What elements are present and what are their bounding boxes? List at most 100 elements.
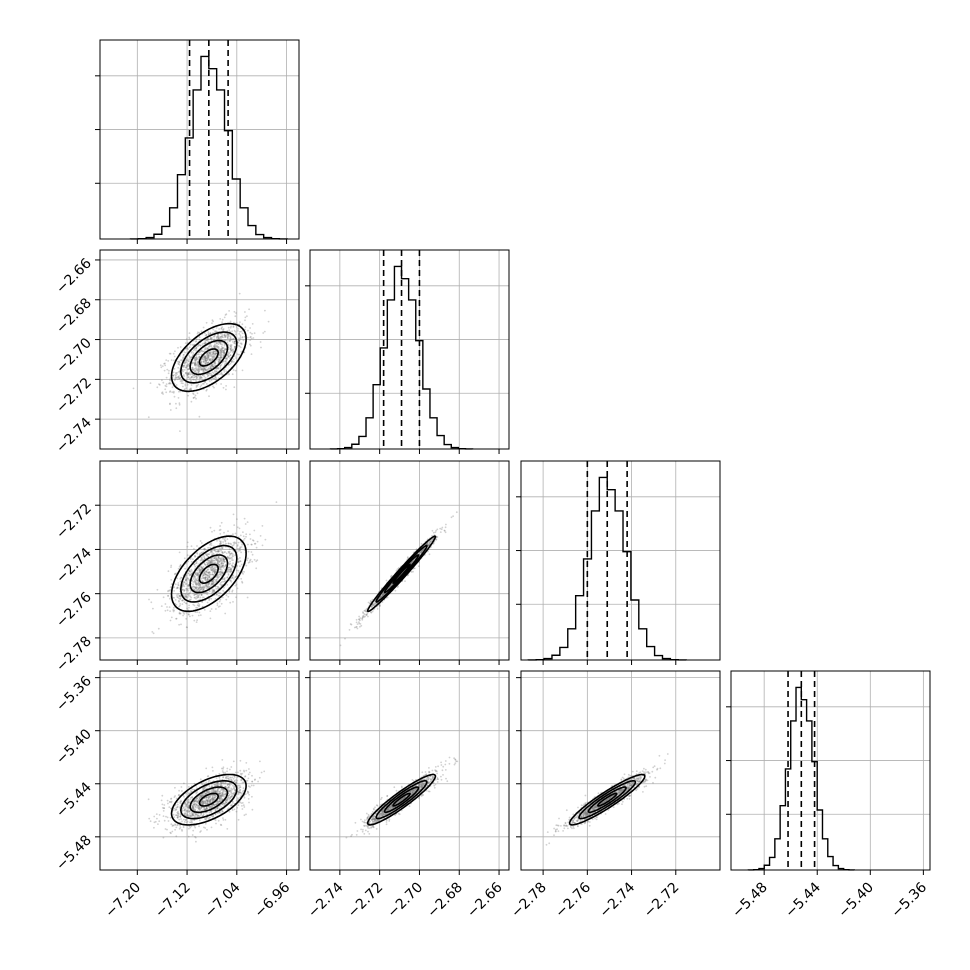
scatter-point: [361, 618, 364, 621]
scatter-point: [214, 354, 217, 356]
scatter-point: [192, 580, 195, 583]
scatter-point: [220, 335, 223, 337]
scatter-point: [187, 376, 190, 379]
scatter-point: [381, 594, 384, 597]
scatter-point: [196, 353, 199, 356]
scatter-point: [202, 788, 205, 791]
scatter-point: [249, 538, 252, 540]
scatter-point: [221, 565, 224, 568]
scatter-point: [219, 568, 222, 570]
scatter-point: [192, 396, 195, 399]
scatter-point: [223, 334, 226, 337]
scatter-point: [204, 822, 207, 825]
scatter-point: [218, 550, 221, 552]
scatter-point: [201, 794, 204, 797]
scatter-point: [164, 364, 167, 367]
scatter-point: [218, 792, 221, 795]
scatter-point: [209, 568, 212, 570]
scatter-point: [218, 328, 221, 330]
scatter-point: [187, 394, 190, 397]
scatter-point: [187, 348, 189, 351]
scatter-point: [183, 809, 186, 812]
scatter-point: [229, 338, 232, 341]
scatter-point: [232, 326, 235, 328]
scatter-point: [198, 582, 201, 585]
scatter-point: [239, 786, 242, 789]
scatter-point: [239, 346, 242, 349]
scatter-point: [189, 615, 191, 618]
scatter-point: [158, 383, 160, 386]
scatter-point: [220, 353, 222, 356]
scatter-point: [208, 553, 211, 556]
scatter-point: [174, 804, 177, 807]
scatter-point: [217, 556, 220, 558]
scatter-point: [204, 347, 207, 350]
scatter-point: [212, 590, 215, 593]
scatter-point: [355, 626, 357, 628]
scatter-point: [174, 573, 176, 576]
scatter-point: [197, 596, 200, 598]
scatter-point: [234, 369, 237, 372]
scatter-point: [192, 352, 195, 354]
scatter-point: [219, 573, 222, 575]
scatter-point: [202, 596, 205, 599]
scatter-point: [186, 554, 189, 557]
scatter-point: [230, 570, 233, 572]
scatter-point: [200, 350, 203, 352]
scatter-point: [173, 379, 176, 382]
scatter-point: [198, 587, 201, 590]
scatter-point: [227, 363, 230, 366]
scatter-point: [186, 376, 189, 379]
scatter-point: [178, 594, 181, 597]
scatter-point: [229, 568, 232, 571]
scatter-point: [181, 820, 183, 823]
scatter-point: [216, 539, 218, 542]
scatter-point: [251, 560, 254, 563]
contour-level-1: [383, 554, 420, 594]
scatter-point: [244, 316, 247, 319]
scatter-point: [406, 557, 409, 560]
scatter-point: [199, 614, 202, 616]
scatter-point: [213, 793, 216, 796]
scatter-point: [198, 353, 200, 356]
scatter-point: [223, 351, 226, 354]
scatter-point: [179, 826, 182, 829]
scatter-point: [227, 778, 230, 780]
scatter-point: [188, 336, 191, 339]
scatter-point: [247, 543, 249, 546]
scatter-point: [231, 359, 234, 362]
scatter-point: [199, 815, 201, 818]
scatter-point: [194, 357, 197, 359]
scatter-point: [241, 572, 244, 574]
scatter-point: [225, 348, 227, 350]
scatter-point: [253, 779, 256, 781]
scatter-point: [230, 361, 233, 364]
scatter-point: [214, 330, 216, 333]
scatter-point: [199, 540, 202, 542]
scatter-point: [195, 358, 197, 361]
scatter-point: [172, 374, 175, 377]
scatter-point: [229, 571, 232, 574]
scatter-point: [242, 539, 245, 541]
scatter-point: [207, 585, 210, 587]
scatter-point: [169, 586, 172, 588]
scatter-point: [220, 350, 223, 353]
scatter-point: [253, 529, 256, 532]
scatter-point: [220, 350, 223, 353]
scatter-point: [209, 558, 212, 560]
scatter-point: [243, 335, 246, 338]
scatter-point: [229, 351, 232, 353]
scatter-point: [452, 515, 454, 518]
scatter-point: [210, 584, 212, 587]
scatter-point: [350, 623, 353, 626]
scatter-point: [429, 541, 431, 544]
scatter-point: [198, 331, 201, 334]
scatter-point: [195, 574, 198, 577]
scatter-point: [208, 365, 211, 367]
scatter-point: [205, 799, 207, 802]
scatter-point: [232, 325, 235, 328]
scatter-point: [213, 346, 216, 349]
scatter-point: [220, 782, 223, 785]
scatter-point: [229, 552, 232, 555]
scatter-point: [358, 618, 360, 621]
